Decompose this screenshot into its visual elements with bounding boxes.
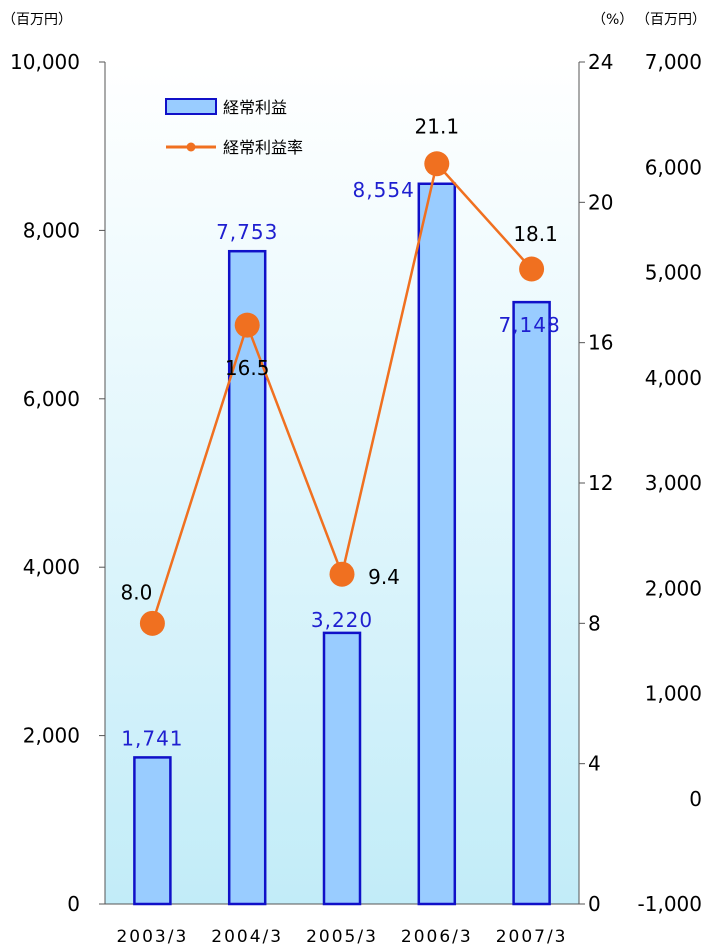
- right-tick-label: 20: [588, 190, 613, 214]
- left-tick-label: 2,000: [23, 724, 80, 748]
- bar-value-label: 7,148: [498, 313, 560, 337]
- bar: [227, 249, 267, 906]
- x-tick-label: 2004/3: [211, 927, 283, 945]
- outer-right-axis-unit: （百万円）: [636, 12, 706, 28]
- bar-value-label: 8,554: [353, 178, 415, 202]
- line-marker: [139, 610, 165, 636]
- right-axis-ticks: 0 4 8 12 16 20 24: [579, 50, 613, 916]
- outer-right-tick-label: 6,000: [645, 155, 702, 179]
- left-tick-label: 0: [67, 892, 80, 916]
- outer-right-axis-ticks: -1,000 0 1,000 2,000 3,000 4,000 5,000 6,000 7,0…: [638, 50, 702, 916]
- legend-line-marker: [186, 142, 196, 152]
- bar-value-label: 7,753: [216, 220, 278, 244]
- line-value-label: 21.1: [415, 115, 460, 139]
- outer-right-tick-label: 5,000: [645, 261, 702, 285]
- left-tick-label: 6,000: [23, 387, 80, 411]
- outer-right-tick-label: 1,000: [645, 682, 702, 706]
- outer-right-tick-label: 0: [689, 787, 702, 811]
- line-marker: [329, 561, 355, 587]
- bar-value-label: 3,220: [311, 608, 373, 632]
- legend: 経常利益 経常利益率: [165, 98, 303, 157]
- left-tick-label: 8,000: [23, 218, 80, 242]
- x-tick-label: 2007/3: [496, 927, 568, 945]
- line-series: 8.0 16.5 9.4 21.1 18.1: [120, 115, 558, 636]
- left-tick-label: 4,000: [23, 555, 80, 579]
- left-axis-ticks: 0 2,000 4,000 6,000 8,000 10,000: [10, 50, 105, 916]
- x-tick-label: 2003/3: [116, 927, 188, 945]
- legend-line-label: 経常利益率: [223, 138, 303, 157]
- legend-bar-label: 経常利益: [223, 98, 287, 117]
- bar-series: 1,741 7,753 3,220 8,554 7,148: [121, 178, 560, 906]
- line-marker: [424, 151, 450, 177]
- outer-right-tick-label: 4,000: [645, 366, 702, 390]
- line-value-label: 8.0: [120, 580, 152, 604]
- bar: [133, 756, 172, 906]
- left-tick-label: 10,000: [10, 50, 80, 74]
- line-value-label: 9.4: [368, 565, 400, 589]
- bar-value-label: 1,741: [121, 726, 183, 750]
- x-axis-ticks: 2003/3 2004/3 2005/3 2006/3 2007/3: [116, 927, 568, 945]
- line-marker: [519, 256, 545, 282]
- right-axis-unit: （%）: [592, 12, 633, 28]
- outer-right-tick-label: 3,000: [645, 471, 702, 495]
- right-tick-label: 24: [588, 50, 613, 74]
- left-axis-unit: （百万円）: [2, 12, 72, 28]
- right-tick-label: 12: [588, 471, 613, 495]
- right-tick-label: 4: [588, 752, 601, 776]
- outer-right-tick-label: 2,000: [645, 576, 702, 600]
- right-tick-label: 0: [588, 892, 601, 916]
- bar: [322, 631, 362, 906]
- outer-right-tick-label: 7,000: [645, 50, 702, 74]
- bar: [417, 182, 457, 906]
- line-value-label: 16.5: [225, 356, 270, 380]
- right-tick-label: 8: [588, 611, 601, 635]
- x-tick-label: 2005/3: [306, 927, 378, 945]
- line-value-label: 18.1: [513, 222, 558, 246]
- right-tick-label: 16: [588, 331, 613, 355]
- legend-bar-swatch: [165, 98, 217, 115]
- outer-right-tick-label: -1,000: [638, 892, 702, 916]
- line-marker: [234, 312, 260, 338]
- bar: [512, 300, 551, 906]
- x-tick-label: 2006/3: [401, 927, 473, 945]
